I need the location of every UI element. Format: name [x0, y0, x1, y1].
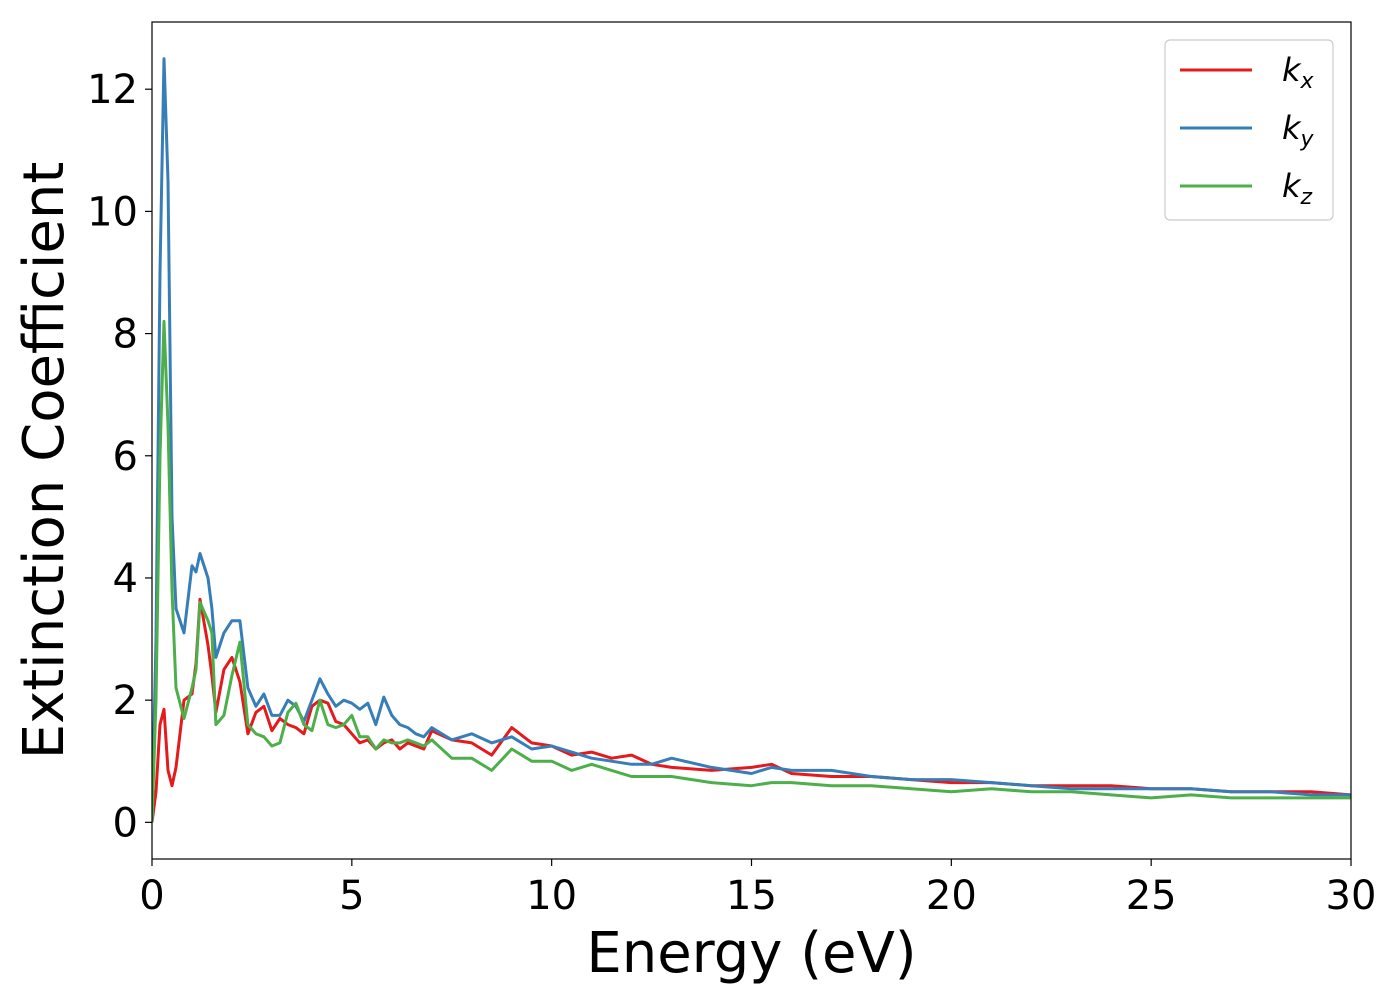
x-tick-label: 5 — [339, 873, 364, 919]
axes: 0 5 10 15 20 25 30 0 2 4 6 8 10 12 Energy (eV) Extincti… — [12, 21, 1377, 986]
x-tick-label: 10 — [526, 873, 577, 919]
legend-entry-kz: kz — [1282, 167, 1313, 210]
x-tick-label: 20 — [926, 873, 977, 919]
y-tick-label: 4 — [113, 556, 138, 602]
x-tick-label: 25 — [1126, 873, 1177, 919]
y-axis-title: Extinction Coefficient — [12, 162, 77, 760]
y-tick-label: 10 — [87, 189, 138, 235]
series-line-kz — [152, 319, 1351, 823]
series-line-ky — [152, 57, 1351, 823]
x-tick-label: 15 — [726, 873, 777, 919]
plot-area — [152, 57, 1351, 823]
legend-box — [1164, 39, 1334, 221]
y-tick-label: 6 — [113, 434, 138, 480]
y-tick-label: 2 — [113, 678, 138, 724]
x-tick-label: 0 — [139, 873, 164, 919]
legend: kx ky kz — [1164, 39, 1334, 221]
legend-entry-kx: kx — [1282, 51, 1315, 94]
x-tick-label: 30 — [1326, 873, 1377, 919]
y-tick-label: 0 — [113, 800, 138, 846]
y-tick-label: 12 — [87, 67, 138, 113]
y-tick-label: 8 — [113, 312, 138, 358]
x-axis-title: Energy (eV) — [586, 921, 916, 986]
legend-entry-ky: ky — [1282, 109, 1315, 152]
